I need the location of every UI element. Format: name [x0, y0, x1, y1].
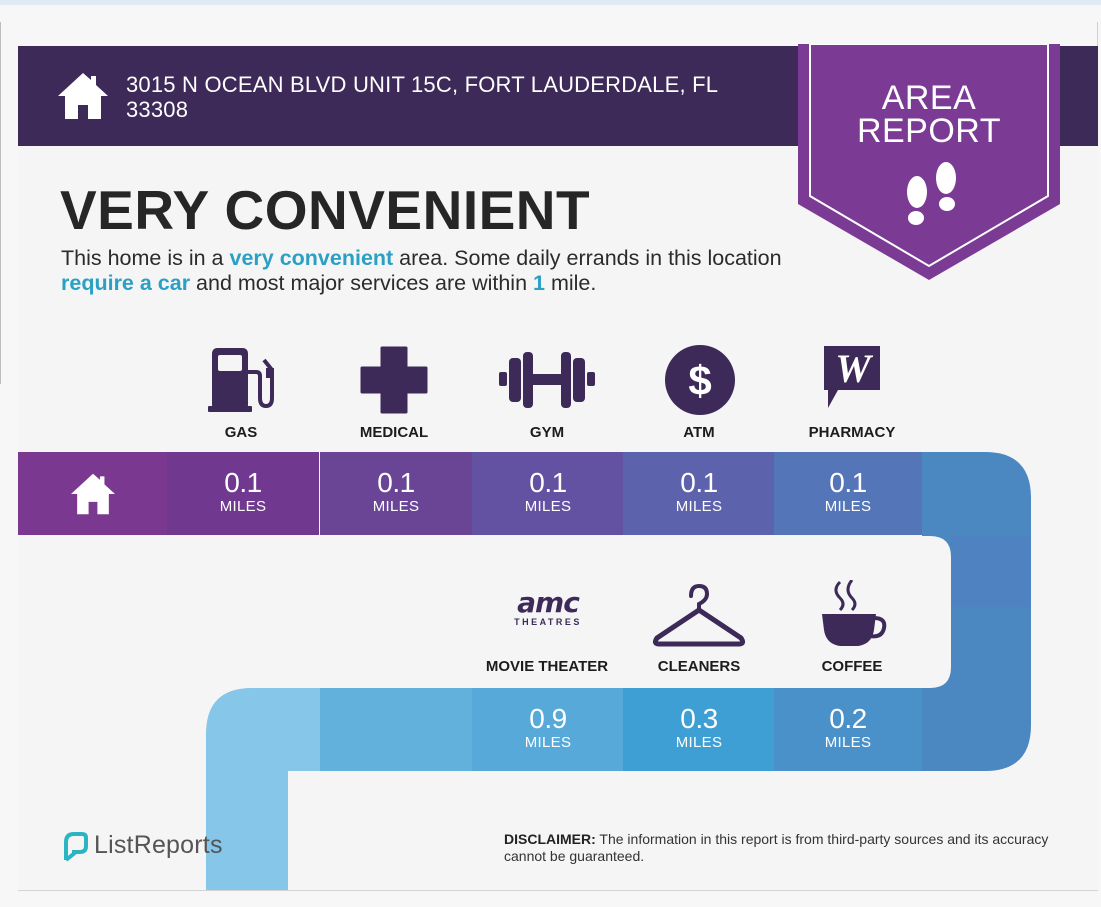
- distance-cleaners: 0.3 MILES: [623, 688, 775, 771]
- house-icon: [58, 73, 108, 119]
- house-icon: [70, 473, 115, 515]
- distance-gym: 0.1 MILES: [472, 452, 624, 535]
- area-report-badge: [798, 44, 1060, 280]
- label-gym: GYM: [529, 424, 565, 441]
- distance-coffee: 0.2 MILES: [774, 688, 922, 771]
- listreports-logo-icon: [64, 832, 88, 862]
- desc-highlight-2: require a car: [61, 271, 191, 295]
- distance-movie-theater: 0.9 MILES: [472, 688, 624, 771]
- badge-title: AREA REPORT: [798, 79, 1060, 150]
- property-address: 3015 N OCEAN BLVD UNIT 15C, FORT LAUDERD…: [126, 72, 718, 122]
- label-gas: GAS: [224, 424, 258, 441]
- svg-text:$: $: [688, 357, 711, 404]
- description: This home is in a very convenient area. …: [61, 246, 801, 296]
- distance-row-top: 0.1 MILES 0.1 MILES 0.1 MILES 0.1 MILES …: [18, 452, 922, 535]
- svg-text:W: W: [835, 346, 873, 391]
- distance-unit: MILES: [824, 498, 872, 515]
- dollar-icon: $: [665, 345, 735, 415]
- distance-unit: MILES: [675, 734, 723, 751]
- badge-line-2: REPORT: [856, 112, 1002, 150]
- distance-value: 0.1: [529, 467, 567, 498]
- distance-unit: MILES: [524, 734, 572, 751]
- desc-highlight-1: very convenient: [229, 246, 394, 270]
- distance-unit: MILES: [824, 734, 872, 751]
- convenience-rating: VERY CONVENIENT: [60, 179, 591, 241]
- disclaimer: DISCLAIMER: The information in this repo…: [504, 831, 1074, 865]
- label-movie-theater: MOVIE THEATER: [485, 658, 609, 675]
- distance-unit: MILES: [219, 498, 267, 515]
- distance-unit: MILES: [524, 498, 572, 515]
- dumbbell-icon: [499, 352, 595, 408]
- desc-text-4: mile.: [544, 271, 597, 295]
- label-coffee: COFFEE: [821, 658, 883, 675]
- brand-name: ListReports: [94, 831, 223, 859]
- distance-value: 0.1: [377, 467, 415, 498]
- amc-logo-text: amc: [517, 586, 580, 619]
- label-cleaners: CLEANERS: [657, 658, 741, 675]
- label-atm: ATM: [683, 424, 715, 441]
- bottom-divider: [18, 890, 1098, 891]
- desc-text-1: This home is in a: [61, 246, 230, 270]
- label-pharmacy: PHARMACY: [808, 424, 896, 441]
- distance-gas: 0.1 MILES: [167, 452, 319, 535]
- distance-pharmacy: 0.1 MILES: [774, 452, 922, 535]
- distance-value: 0.1: [680, 467, 718, 498]
- hanger-icon: [652, 583, 746, 647]
- distance-value: 0.3: [680, 703, 718, 734]
- gas-pump-icon: [208, 348, 274, 412]
- amc-logo-icon: amc THEATRES: [496, 586, 600, 628]
- footprints-icon: [907, 162, 956, 225]
- distance-value: 0.9: [529, 703, 567, 734]
- amc-logo-subtext: THEATRES: [514, 617, 582, 627]
- distance-atm: 0.1 MILES: [623, 452, 775, 535]
- top-strip: [0, 0, 1101, 5]
- walgreens-logo-icon: W: [824, 346, 880, 408]
- badge-line-1: AREA: [881, 79, 977, 117]
- desc-highlight-3: 1: [533, 271, 545, 295]
- distance-unit: MILES: [675, 498, 723, 515]
- desc-text-3: and most major services are within: [190, 271, 534, 295]
- route-segment: [320, 688, 472, 771]
- distance-row-bottom: 0.9 MILES 0.3 MILES 0.2 MILES: [320, 688, 922, 771]
- home-cell: [18, 452, 167, 535]
- desc-text-2: area. Some daily errands in this locatio…: [393, 246, 782, 270]
- distance-unit: MILES: [372, 498, 420, 515]
- distance-value: 0.2: [829, 703, 867, 734]
- left-edge: [0, 22, 3, 384]
- disclaimer-label: DISCLAIMER:: [504, 831, 596, 847]
- distance-medical: 0.1 MILES: [320, 452, 472, 535]
- distance-value: 0.1: [829, 467, 867, 498]
- disclaimer-text: The information in this report is from t…: [504, 831, 1049, 864]
- coffee-cup-icon: [822, 580, 887, 646]
- label-medical: MEDICAL: [359, 424, 429, 441]
- medical-cross-icon: [360, 346, 428, 414]
- distance-value: 0.1: [224, 467, 262, 498]
